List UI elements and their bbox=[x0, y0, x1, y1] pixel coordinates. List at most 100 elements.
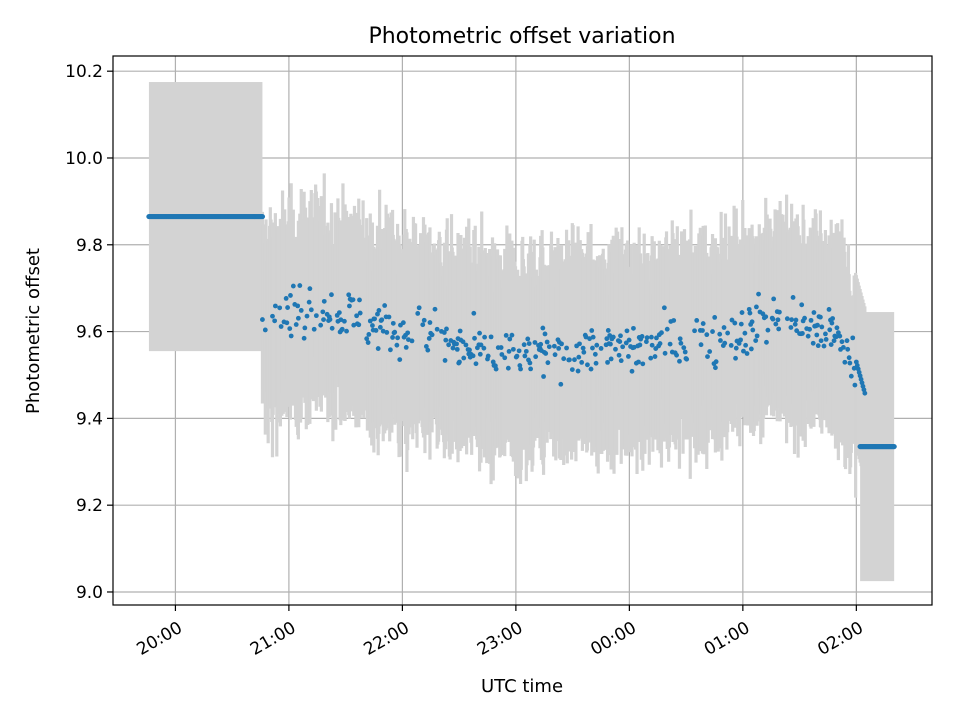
data-point bbox=[733, 355, 738, 361]
data-point bbox=[351, 322, 357, 328]
data-point bbox=[552, 352, 558, 358]
data-point bbox=[533, 354, 539, 360]
data-point bbox=[561, 356, 567, 362]
data-point bbox=[320, 309, 326, 315]
data-point bbox=[327, 317, 333, 322]
data-point bbox=[543, 351, 549, 356]
data-point bbox=[541, 374, 546, 379]
data-point bbox=[388, 347, 393, 353]
data-point bbox=[712, 315, 718, 320]
data-point bbox=[649, 342, 655, 348]
data-point bbox=[488, 334, 494, 340]
data-point bbox=[604, 336, 610, 342]
data-point bbox=[837, 333, 843, 339]
data-point bbox=[306, 299, 312, 305]
data-point bbox=[851, 365, 857, 371]
data-point bbox=[527, 360, 533, 366]
data-point bbox=[338, 317, 344, 323]
data-point bbox=[376, 308, 382, 313]
y-tick-label: 10.0 bbox=[65, 149, 103, 169]
data-point bbox=[454, 341, 459, 347]
data-point bbox=[722, 340, 728, 346]
data-point bbox=[793, 317, 799, 323]
data-point bbox=[588, 366, 594, 372]
data-point bbox=[461, 355, 467, 361]
data-point bbox=[525, 336, 531, 342]
data-point bbox=[295, 303, 301, 309]
data-point bbox=[810, 340, 816, 346]
data-point bbox=[631, 344, 637, 350]
data-point bbox=[664, 326, 670, 332]
y-tick-label: 9.0 bbox=[76, 583, 103, 603]
data-point bbox=[811, 310, 817, 315]
data-point bbox=[444, 326, 449, 332]
data-point bbox=[370, 323, 375, 328]
data-point bbox=[617, 339, 623, 344]
data-point bbox=[575, 368, 581, 374]
data-point bbox=[777, 309, 782, 315]
axes-frame bbox=[112, 55, 933, 606]
data-point bbox=[432, 306, 438, 312]
data-point bbox=[485, 353, 491, 359]
data-point bbox=[506, 348, 512, 354]
data-point bbox=[357, 310, 363, 316]
data-point bbox=[790, 295, 796, 300]
data-point bbox=[707, 349, 713, 354]
data-point bbox=[581, 349, 587, 355]
data-point bbox=[559, 341, 564, 347]
data-point bbox=[463, 342, 469, 348]
data-point bbox=[471, 310, 477, 316]
data-point bbox=[831, 338, 837, 344]
data-point bbox=[538, 341, 544, 347]
data-point bbox=[700, 321, 706, 326]
data-point bbox=[700, 328, 705, 333]
data-point bbox=[862, 390, 868, 396]
data-point bbox=[677, 358, 682, 364]
data-point bbox=[457, 328, 463, 334]
data-point bbox=[593, 360, 599, 366]
data-point bbox=[613, 346, 618, 352]
y-axis-label: Photometric offset bbox=[23, 248, 44, 414]
data-point bbox=[283, 295, 289, 301]
data-point bbox=[420, 322, 426, 328]
data-point bbox=[423, 344, 429, 349]
data-point bbox=[678, 340, 684, 346]
data-point bbox=[509, 332, 515, 338]
data-point bbox=[747, 310, 753, 316]
data-point bbox=[532, 340, 538, 345]
data-point bbox=[834, 325, 840, 331]
data-point bbox=[409, 338, 415, 344]
data-point bbox=[817, 314, 823, 320]
data-point bbox=[636, 359, 641, 365]
data-point bbox=[375, 346, 381, 351]
data-point bbox=[608, 341, 613, 347]
data-point bbox=[580, 345, 586, 351]
data-point bbox=[750, 327, 756, 333]
data-point bbox=[728, 343, 734, 348]
data-point bbox=[313, 313, 319, 319]
data-point bbox=[545, 360, 551, 366]
data-point bbox=[830, 316, 836, 321]
data-point bbox=[671, 318, 677, 323]
data-point bbox=[354, 313, 360, 319]
data-point bbox=[558, 381, 564, 387]
data-point bbox=[551, 343, 557, 349]
data-point bbox=[427, 320, 433, 325]
data-point bbox=[705, 354, 710, 359]
data-point bbox=[738, 337, 743, 343]
data-point bbox=[620, 344, 626, 350]
data-point bbox=[272, 318, 278, 324]
data-point bbox=[302, 325, 308, 331]
data-point bbox=[546, 344, 552, 350]
data-point bbox=[763, 314, 769, 320]
data-point bbox=[583, 334, 589, 340]
data-point bbox=[384, 330, 390, 335]
data-point bbox=[639, 334, 645, 339]
data-point bbox=[421, 317, 427, 323]
data-point bbox=[503, 332, 509, 338]
data-point bbox=[576, 354, 582, 360]
data-point bbox=[827, 327, 833, 333]
data-point bbox=[395, 335, 401, 341]
